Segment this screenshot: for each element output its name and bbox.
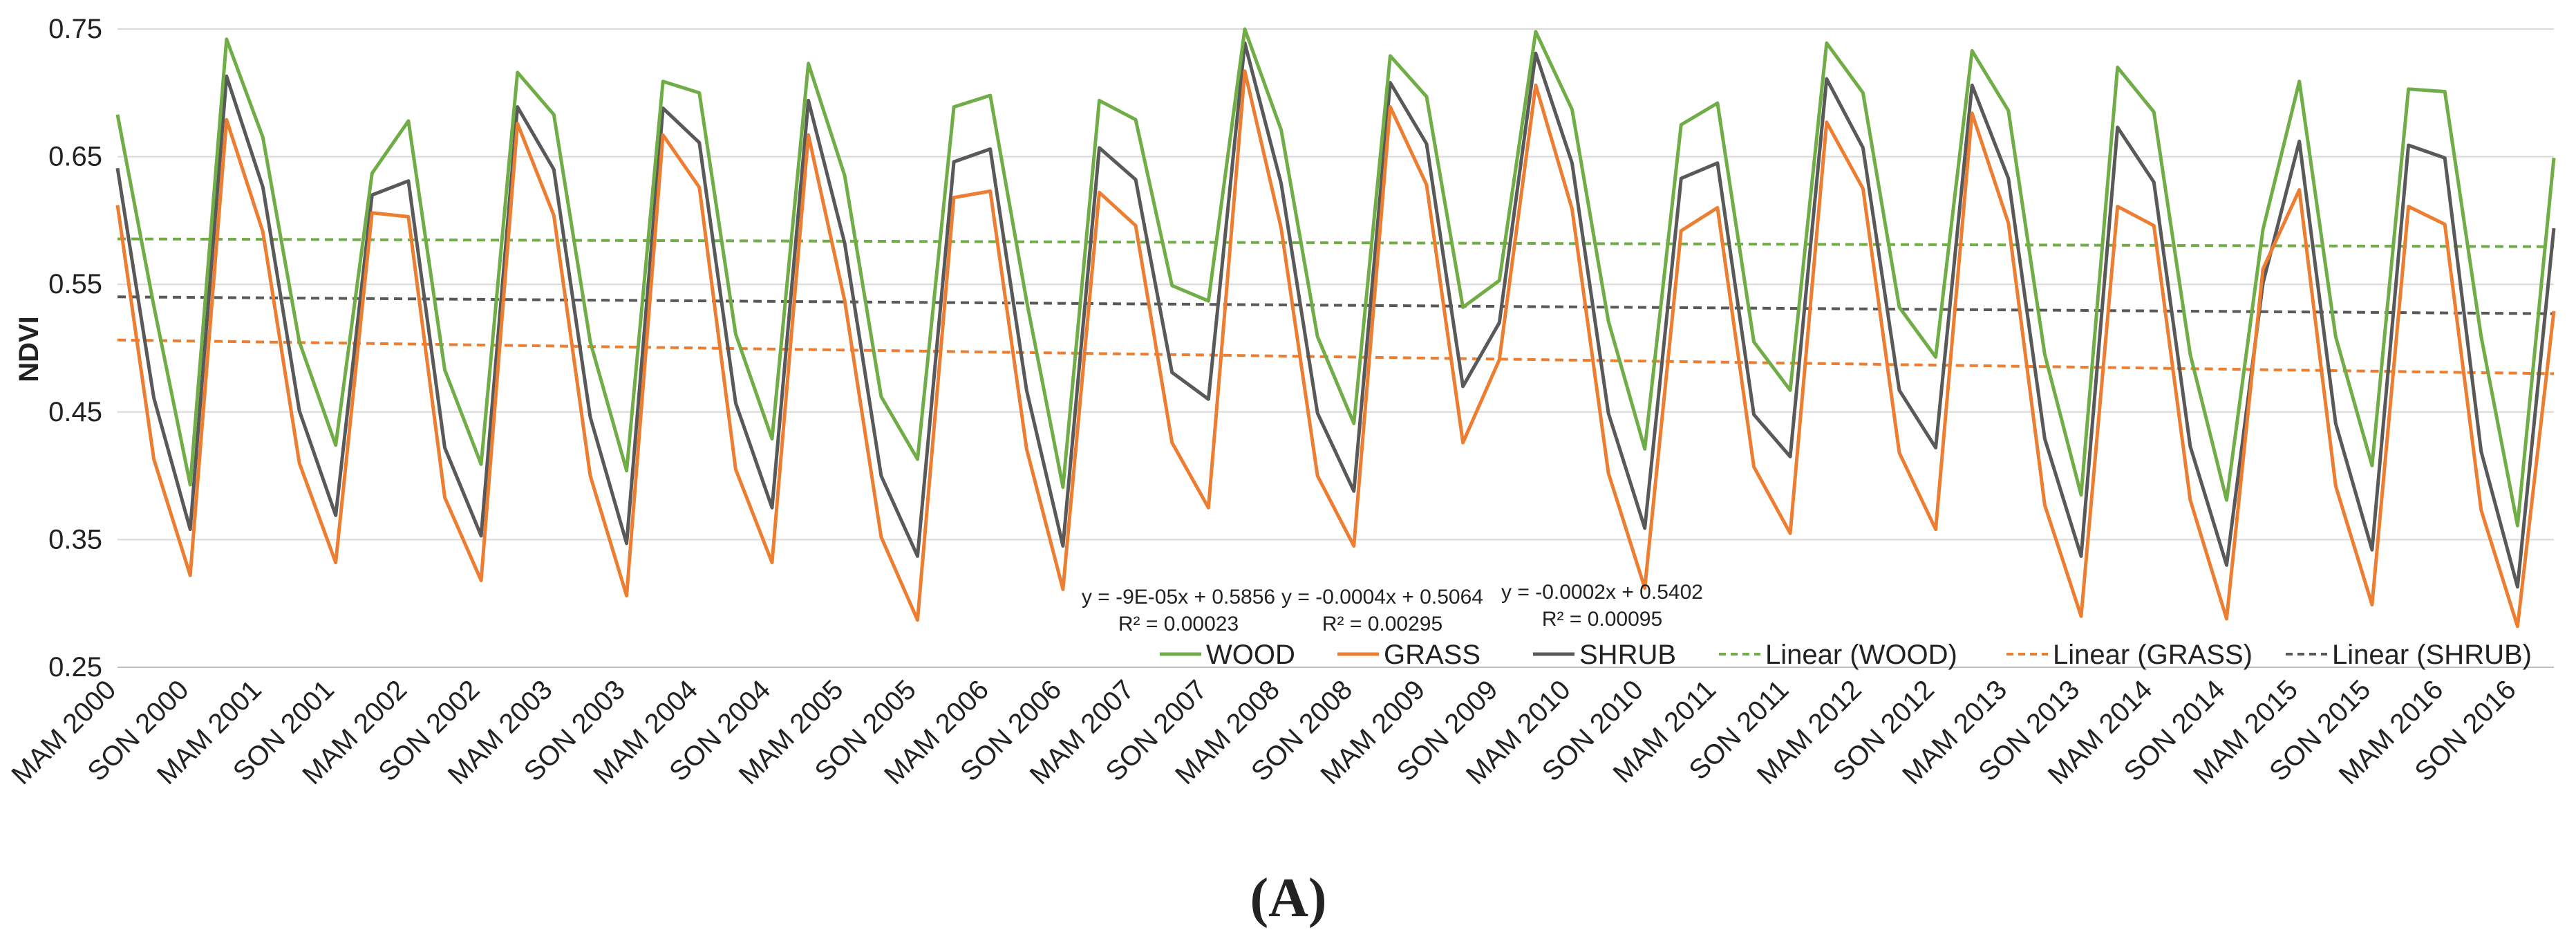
y-tick-label: 0.35 — [48, 524, 102, 555]
legend-label-wood: WOOD — [1206, 640, 1295, 670]
y-tick-label: 0.65 — [48, 142, 102, 172]
y-tick-label: 0.25 — [48, 652, 102, 682]
series-lines — [115, 27, 2556, 629]
series-points-wood — [117, 28, 2555, 526]
trendline-equation: y = -0.0004x + 0.5064 — [1281, 586, 1483, 608]
series-points-shrub — [117, 43, 2555, 587]
trendline-linear-wood — [117, 237, 2555, 248]
trendline-linear-grass — [117, 338, 2555, 375]
series-points-grass — [117, 71, 2555, 627]
y-axis-label: NDVI — [14, 316, 44, 382]
trendline-r-squared: R² = 0.00023 — [1118, 613, 1239, 635]
trendline-r-squared: R² = 0.00095 — [1542, 608, 1662, 631]
trendline-linear-shrub — [117, 295, 2555, 315]
trendline-equation: y = -0.0002x + 0.5402 — [1501, 581, 1703, 604]
trendlines — [117, 237, 2555, 375]
gridlines — [117, 28, 2554, 668]
series-line-shrub — [115, 41, 2556, 589]
y-tick-label: 0.55 — [48, 269, 102, 299]
panel-label: (A) — [1250, 868, 1326, 929]
legend-label-linear-shrub: Linear (SHRUB) — [2332, 640, 2532, 670]
legend-label-shrub: SHRUB — [1579, 640, 1676, 670]
trendline-equation: y = -9E-05x + 0.5856 — [1082, 586, 1275, 608]
legend-label-linear-grass: Linear (GRASS) — [2053, 640, 2253, 670]
legend-label-grass: GRASS — [1384, 640, 1480, 670]
trendline-equations: y = -9E-05x + 0.5856 R² = 0.00023 y = -0.0… — [1082, 581, 1703, 635]
legend-label-linear-wood: Linear (WOOD) — [1765, 640, 1957, 670]
series-line-wood — [115, 27, 2556, 528]
trendline-r-squared: R² = 0.00295 — [1322, 613, 1442, 635]
series-line-grass — [115, 69, 2556, 629]
y-tick-label: 0.45 — [48, 397, 102, 427]
y-axis-tick-labels: 0.25 0.35 0.45 0.55 0.65 0.75 — [48, 14, 102, 682]
y-tick-label: 0.75 — [48, 14, 102, 44]
chart-legend: WOOD GRASS SHRUB Linear (WOOD) Linear (GRASS… — [1160, 640, 2532, 670]
